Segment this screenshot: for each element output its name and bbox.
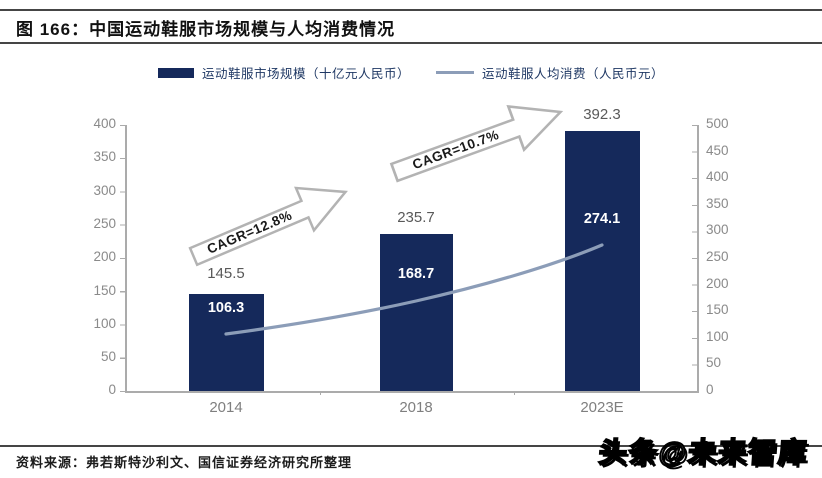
source-note: 资料来源：弗若斯特沙利文、国信证券经济研究所整理 xyxy=(16,455,353,470)
x-label-2023e: 2023E xyxy=(580,399,624,416)
bar-2023e xyxy=(565,131,640,391)
x-label-2014: 2014 xyxy=(209,399,243,416)
right-axis-tick-label: 150 xyxy=(706,302,729,317)
x-axis-tick xyxy=(514,391,515,395)
bar-value-label-2018: 235.7 xyxy=(397,209,435,226)
block-arrow-icon xyxy=(188,186,348,267)
left-axis-tick-label: 250 xyxy=(93,216,116,231)
left-axis-tick-label: 0 xyxy=(108,382,116,397)
cagr-arrow-2018-2023: CAGR=10.7% xyxy=(383,85,573,200)
left-axis-tick-label: 400 xyxy=(93,116,116,131)
per-capita-line xyxy=(224,243,604,336)
right-axis-tick-label: 350 xyxy=(706,196,729,211)
right-axis-tick-label: 250 xyxy=(706,249,729,264)
right-axis-tick-label: 100 xyxy=(706,329,729,344)
line-value-label-2014: 106.3 xyxy=(207,300,245,316)
left-axis-tick-label: 200 xyxy=(93,249,116,264)
figure-title: 图 166：中国运动鞋服市场规模与人均消费情况 xyxy=(16,20,396,39)
bar-value-label-2014: 145.5 xyxy=(207,265,245,282)
legend-bar-swatch-icon xyxy=(157,67,194,78)
left-axis-tick-label: 50 xyxy=(100,349,116,364)
right-axis-tick-label: 50 xyxy=(706,355,722,370)
right-axis-ticks xyxy=(692,125,697,392)
x-axis-tick xyxy=(320,391,321,395)
right-axis-tick-label: 500 xyxy=(706,116,729,131)
x-axis-line xyxy=(125,391,699,393)
title-bottom-rule xyxy=(0,42,822,44)
right-axis-line xyxy=(697,125,699,392)
left-axis-tick-label: 150 xyxy=(93,283,116,298)
left-axis-line xyxy=(125,125,127,392)
watermark: 头条@未来智库 xyxy=(596,436,809,469)
right-axis-tick-label: 200 xyxy=(706,276,729,291)
bar-2014 xyxy=(189,294,264,391)
bar-2018 xyxy=(380,234,453,391)
right-axis-tick-label: 400 xyxy=(706,169,729,184)
cagr-arrow-2014-2018: CAGR=12.8% xyxy=(181,165,359,283)
right-axis-tick-label: 0 xyxy=(706,382,714,397)
left-axis-tick-label: 100 xyxy=(93,316,116,331)
x-label-2018: 2018 xyxy=(399,399,433,416)
bottom-rule xyxy=(0,445,822,447)
left-axis-ticks xyxy=(120,125,125,392)
legend-label-market-size: 运动鞋服市场规模（十亿元人民币） xyxy=(201,67,410,81)
line-value-label-2018: 168.7 xyxy=(397,266,435,282)
title-top-rule xyxy=(0,9,822,11)
legend: 运动鞋服市场规模（十亿元人民币） 运动鞋服人均消费（人民币元） xyxy=(0,63,822,82)
right-axis-tick-label: 300 xyxy=(706,222,729,237)
bar-value-label-2023e: 392.3 xyxy=(583,106,621,123)
left-axis-tick-label: 300 xyxy=(93,183,116,198)
left-axis-tick-label: 350 xyxy=(93,149,116,164)
legend-line-swatch-icon xyxy=(436,71,474,74)
line-value-label-2023e: 274.1 xyxy=(583,211,621,227)
block-arrow-icon xyxy=(389,104,564,183)
legend-label-per-capita: 运动鞋服人均消费（人民币元） xyxy=(482,67,665,81)
right-axis-tick-label: 450 xyxy=(706,143,729,158)
